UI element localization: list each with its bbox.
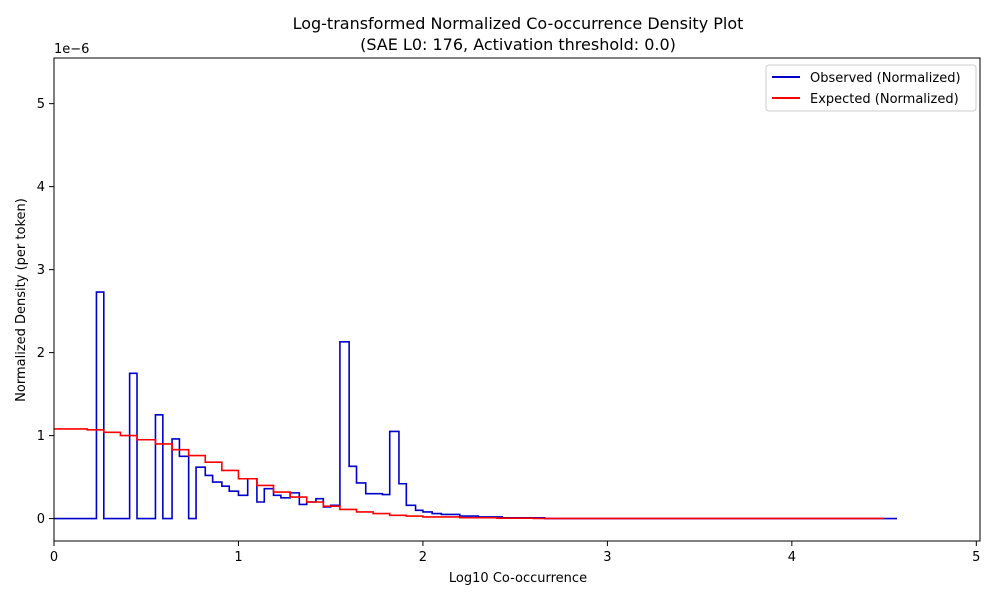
y-axis-label: Normalized Density (per token) — [14, 198, 29, 402]
x-tick-label: 3 — [603, 550, 611, 565]
y-offset-label: 1e−6 — [54, 42, 89, 57]
legend: Observed (Normalized) Expected (Normaliz… — [765, 64, 977, 112]
plot-area — [54, 291, 897, 520]
legend-label-observed: Observed (Normalized) — [810, 71, 961, 86]
plot-frame — [53, 57, 981, 542]
x-axis-label: Log10 Co-occurrence — [449, 571, 587, 586]
x-axis: 0 1 2 3 4 5 — [50, 541, 980, 565]
x-tick-label: 0 — [50, 550, 58, 565]
y-tick-label: 4 — [37, 180, 45, 195]
y-tick-label: 3 — [37, 263, 45, 278]
y-tick-label: 0 — [37, 512, 45, 527]
y-tick-label: 2 — [37, 346, 45, 361]
chart-subtitle: (SAE L0: 176, Activation threshold: 0.0) — [360, 35, 676, 54]
x-tick-label: 5 — [972, 550, 980, 565]
y-tick-label: 1 — [37, 429, 45, 444]
chart-title: Log-transformed Normalized Co-occurrence… — [293, 14, 744, 33]
series-line-observed — [54, 291, 897, 520]
y-axis: 0 1 2 3 4 5 — [37, 97, 54, 527]
x-tick-label: 4 — [788, 550, 796, 565]
legend-box — [765, 64, 977, 112]
x-tick-label: 1 — [234, 550, 242, 565]
series-line-expected — [54, 428, 885, 520]
legend-label-expected: Expected (Normalized) — [810, 92, 959, 107]
x-tick-label: 2 — [419, 550, 427, 565]
y-tick-label: 5 — [37, 97, 45, 112]
